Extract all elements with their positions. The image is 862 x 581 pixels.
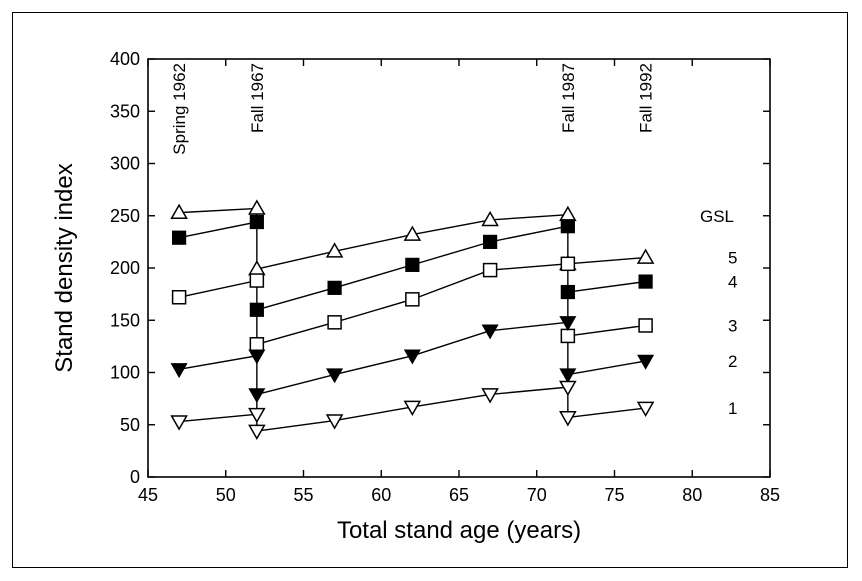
- series-line: [567, 324, 646, 337]
- data-point: [170, 415, 188, 431]
- x-tick-label: 75: [604, 485, 624, 505]
- series-line: [178, 355, 257, 371]
- data-point: [559, 380, 577, 397]
- data-point: [249, 273, 265, 288]
- data-point: [637, 354, 655, 370]
- data-point: [249, 214, 264, 230]
- y-tick-label: 250: [110, 206, 140, 226]
- data-point: [248, 424, 266, 441]
- data-point: [326, 368, 344, 384]
- data-point: [560, 284, 575, 300]
- data-point: [482, 262, 498, 278]
- y-tick-label: 100: [110, 363, 140, 383]
- data-point: [248, 388, 266, 404]
- data-point: [483, 234, 498, 249]
- gsl-labels: 5 4 3 2 1: [728, 249, 737, 418]
- data-point: [403, 400, 422, 416]
- annotation-label: Spring 1962: [170, 63, 189, 155]
- x-tick-label: 45: [138, 485, 158, 505]
- data-point: [248, 349, 266, 365]
- data-point: [405, 257, 420, 272]
- series-gsl-4: [172, 214, 653, 317]
- series-line: [567, 280, 646, 293]
- annotation-label: Fall 1992: [637, 63, 656, 133]
- y-axis-title: Stand density index: [51, 163, 78, 372]
- data-point: [403, 349, 421, 365]
- data-point: [560, 219, 575, 234]
- x-tick-label: 65: [449, 485, 469, 505]
- data-point: [636, 248, 655, 264]
- series-gsl-2: [170, 316, 655, 404]
- y-tick-label: 0: [130, 467, 140, 487]
- data-point: [481, 210, 499, 227]
- annotation-label: Fall 1967: [248, 63, 267, 133]
- plot-border: [147, 58, 771, 478]
- data-point: [248, 407, 266, 424]
- data-point: [560, 328, 576, 344]
- series-gsl-3: [171, 256, 653, 352]
- y-tick-label: 50: [120, 415, 140, 435]
- series-layer: [170, 199, 655, 441]
- series-line: [179, 207, 257, 214]
- series-gsl-5: [170, 199, 655, 276]
- x-tick-label: 80: [682, 485, 702, 505]
- data-point: [249, 302, 264, 317]
- data-point: [170, 203, 188, 219]
- data-point: [559, 205, 577, 222]
- data-point: [327, 315, 342, 330]
- x-tick-label: 85: [760, 485, 780, 505]
- data-point: [559, 368, 577, 384]
- x-tick-label: 60: [371, 485, 391, 505]
- thinning-annotations: Spring 1962 Fall 1967 Fall 1987 Fall 1992: [170, 63, 656, 432]
- x-tick-label: 70: [527, 485, 547, 505]
- series-gsl-1: [170, 380, 655, 441]
- data-point: [172, 230, 187, 245]
- y-tick-label: 150: [110, 310, 140, 330]
- y-tick-label: 350: [110, 101, 140, 121]
- data-point: [481, 388, 499, 404]
- data-point: [638, 274, 653, 289]
- data-point: [559, 316, 577, 332]
- series-line: [178, 279, 257, 298]
- gsl-label-3: 3: [728, 316, 737, 335]
- gsl-legend-title: GSL: [700, 207, 734, 226]
- gsl-label-1: 1: [728, 399, 737, 418]
- y-tick-label: 400: [110, 49, 140, 69]
- series-line: [179, 413, 257, 423]
- gsl-label-4: 4: [728, 273, 737, 292]
- data-point: [327, 280, 342, 295]
- data-point: [559, 411, 577, 427]
- data-point: [170, 363, 188, 379]
- annotation-label: Fall 1987: [559, 63, 578, 133]
- data-point: [249, 337, 265, 352]
- y-tick-label: 200: [110, 258, 140, 278]
- series-line: [567, 256, 646, 265]
- x-tick-label: 55: [293, 485, 313, 505]
- gsl-label-2: 2: [728, 352, 737, 371]
- data-point: [405, 292, 420, 307]
- axes: 45 50 55 60 65 70 75 80 850501001502002503003504…: [110, 49, 780, 505]
- data-point: [403, 225, 422, 241]
- data-point: [325, 414, 344, 430]
- y-tick-label: 300: [110, 154, 140, 174]
- series-line: [178, 221, 257, 239]
- data-point: [481, 324, 499, 340]
- data-point: [325, 242, 344, 258]
- series-line: [567, 407, 646, 419]
- gsl-label-5: 5: [728, 249, 737, 268]
- data-point: [248, 199, 266, 215]
- data-point: [171, 290, 187, 305]
- data-point: [636, 401, 655, 418]
- x-axis-title: Total stand age (years): [337, 517, 581, 544]
- series-line: [567, 360, 646, 376]
- figure-frame: [12, 12, 848, 568]
- data-point: [638, 318, 653, 333]
- data-point: [560, 256, 576, 272]
- x-tick-label: 50: [216, 485, 236, 505]
